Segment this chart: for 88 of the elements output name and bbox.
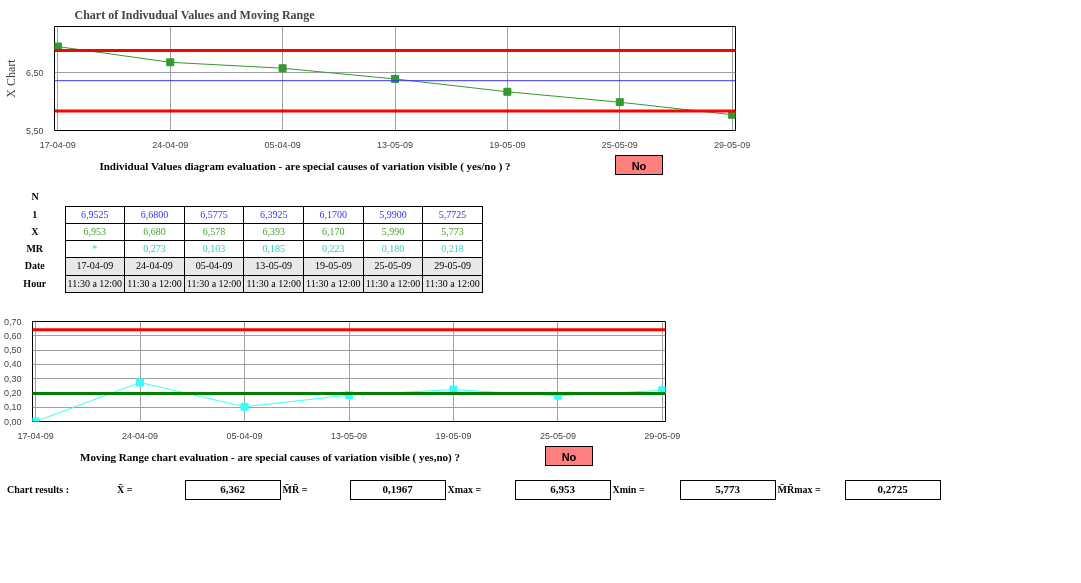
y-tick-label: 0,60 (3, 330, 22, 341)
y-tick-label: 0,10 (3, 402, 22, 413)
point (503, 87, 512, 96)
text: X̄ = (116, 482, 134, 497)
text: 11:30 a 12:00 (422, 275, 483, 293)
text: M̄R̄ = (281, 482, 309, 497)
text: 17-04-09 (65, 257, 125, 276)
text: 0,103 (184, 240, 244, 258)
text: 6,170 (303, 223, 364, 241)
text: 24-04-09 (124, 257, 185, 276)
text: Xmin = (611, 482, 646, 497)
text: 29-05-09 (422, 257, 483, 276)
text: Date (23, 259, 46, 274)
text: X (30, 224, 40, 239)
text: 0,185 (243, 240, 304, 258)
y-tick-label: 6,50 (25, 67, 44, 78)
text: 5,9900 (363, 206, 423, 224)
text: 5,773 (680, 480, 775, 500)
text: 0,223 (303, 240, 364, 258)
text: 5,990 (363, 223, 423, 241)
text: 13-05-09 (243, 257, 304, 276)
y-axis-title: X Chart (3, 58, 18, 98)
point (615, 98, 624, 107)
point (136, 378, 145, 387)
text: 0,218 (422, 240, 483, 258)
text: 6,6800 (124, 206, 185, 224)
text: 11:30 a 12:00 (65, 275, 125, 293)
text: Moving Range chart evaluation - are special causes of variation visible ( yes,no) ? (80, 450, 460, 465)
y-tick-label: 0,50 (3, 345, 22, 356)
text: 5,773 (422, 223, 483, 241)
text: Chart results : (6, 482, 71, 497)
text: 11:30 a 12:00 (184, 275, 244, 293)
text: 6,578 (184, 223, 244, 241)
x-tick-label: 19-05-09 (435, 430, 472, 441)
text: 11:30 a 12:00 (124, 275, 185, 293)
x-tick-label: 24-04-09 (152, 139, 189, 150)
text: 1 (31, 207, 39, 222)
text: M̄R̄max = (776, 482, 822, 497)
y-tick-label: 0,00 (3, 416, 22, 427)
text: Hour (22, 276, 48, 291)
x-tick-label: 29-05-09 (644, 430, 681, 441)
text: 19-05-09 (303, 257, 364, 276)
text: 6,9525 (65, 206, 125, 224)
text: 0,273 (124, 240, 185, 258)
point (166, 58, 175, 67)
text: 11:30 a 12:00 (303, 275, 364, 293)
chart-title: Chart of Indivudual Values and Moving Range (74, 7, 316, 22)
text: No (631, 159, 647, 174)
text: No (561, 450, 577, 465)
text: 5,7725 (422, 206, 483, 224)
text: 11:30 a 12:00 (243, 275, 304, 293)
point (278, 64, 287, 73)
x-tick-label: 19-05-09 (489, 139, 526, 150)
y-tick-label: 0,30 (3, 373, 22, 384)
x-tick-label: 25-05-09 (539, 430, 576, 441)
text: 0,1967 (350, 480, 445, 500)
y-tick-label: 0,40 (3, 359, 22, 370)
text: Xmax = (446, 482, 483, 497)
x-tick-label: 17-04-09 (17, 430, 54, 441)
text: 6,1700 (303, 206, 364, 224)
y-tick-label: 0,20 (3, 387, 22, 398)
y-tick-label: 0,70 (3, 316, 22, 327)
x-tick-label: 05-04-09 (226, 430, 263, 441)
x-tick-label: 24-04-09 (122, 430, 159, 441)
text: 6,680 (124, 223, 185, 241)
text: 6,5775 (184, 206, 244, 224)
text: 6,362 (185, 480, 280, 500)
text: Individual Values diagram evaluation - are special causes of variation visible ( yes/no ) ? (99, 159, 511, 174)
text: 25-05-09 (363, 257, 423, 276)
text: 6,953 (515, 480, 610, 500)
text: 0,180 (363, 240, 423, 258)
text: MR (25, 242, 45, 257)
text: 6,3925 (243, 206, 304, 224)
text: 6,953 (65, 223, 125, 241)
x-tick-label: 29-05-09 (714, 139, 751, 150)
x-tick-label: 13-05-09 (330, 430, 368, 441)
x-tick-label: 13-05-09 (376, 139, 414, 150)
text: 05-04-09 (184, 257, 244, 276)
x-tick-label: 25-05-09 (601, 139, 638, 150)
text: * (65, 240, 125, 258)
x-tick-label: 05-04-09 (264, 139, 301, 150)
y-tick-label: 5,50 (25, 125, 44, 136)
point (240, 402, 249, 411)
text: 6,393 (243, 223, 304, 241)
text: 11:30 a 12:00 (363, 275, 423, 293)
x-tick-label: 17-04-09 (39, 139, 76, 150)
text: 0,2725 (845, 480, 940, 500)
text: N (30, 190, 40, 205)
